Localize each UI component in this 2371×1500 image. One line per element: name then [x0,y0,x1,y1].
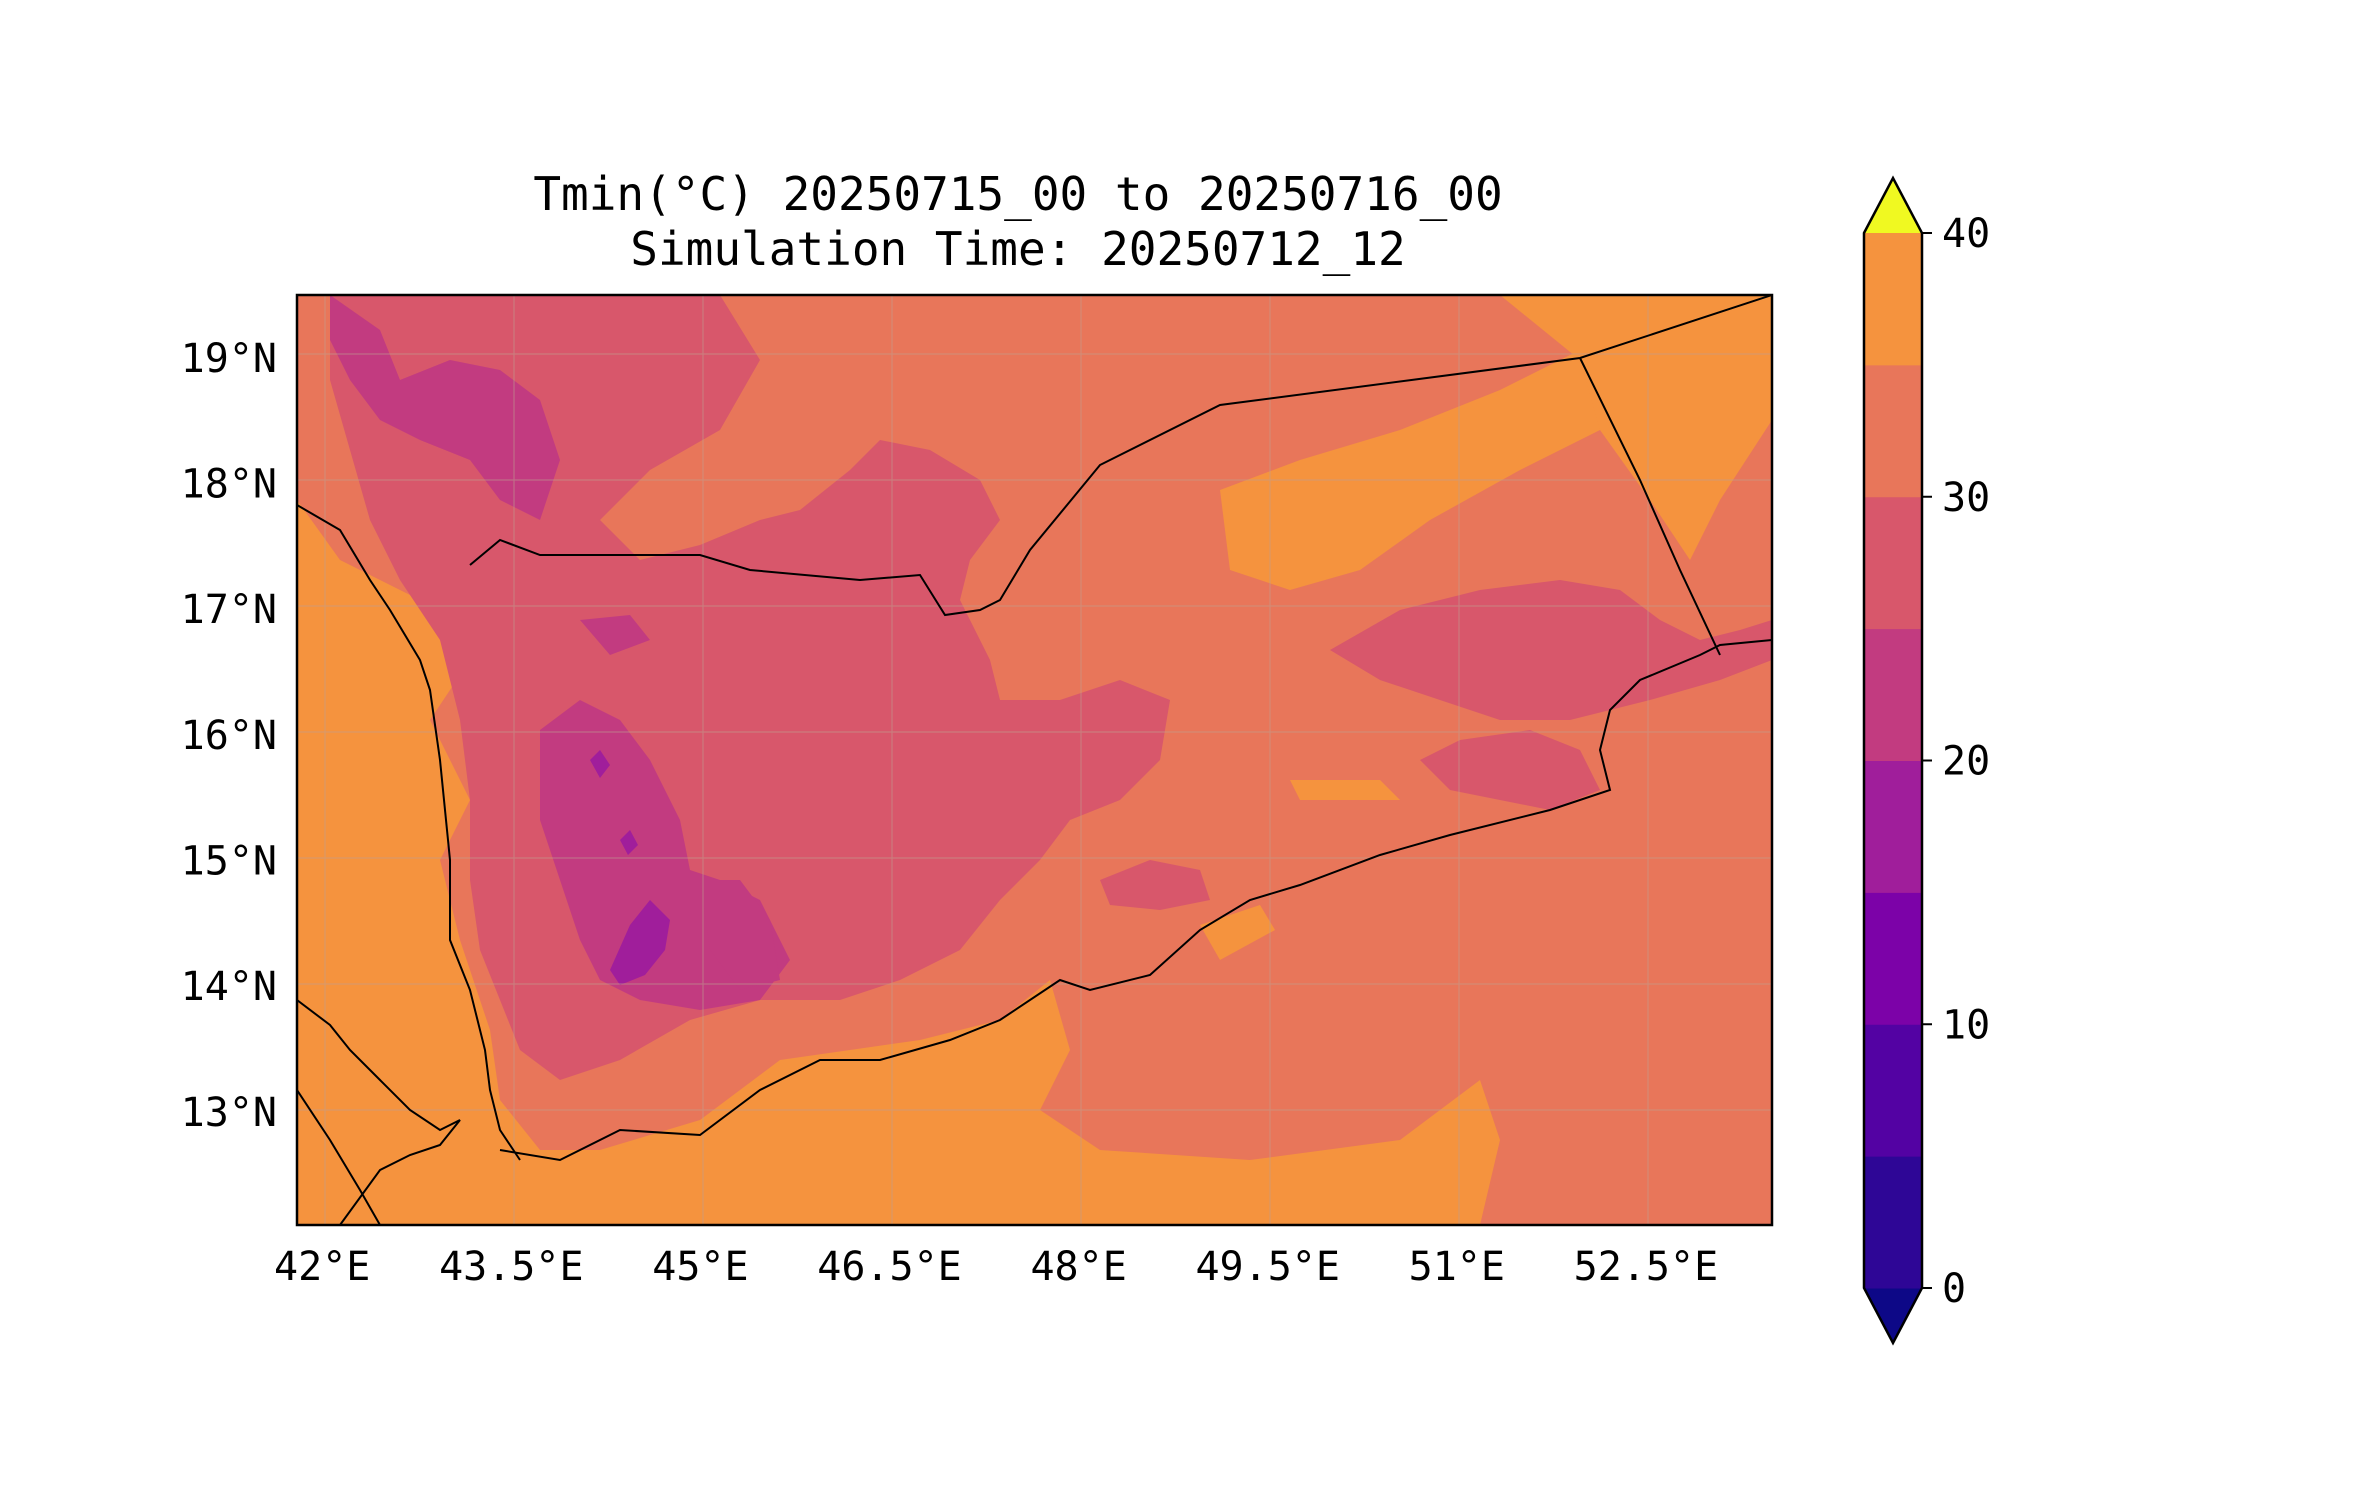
colorbar-band [1864,892,1922,1025]
colorbar-band [1864,760,1922,893]
colorbar-band [1864,233,1922,366]
colorbar-band [1864,1156,1922,1289]
lat-tick-label: 19°N [181,336,277,382]
lon-tick-label: 48°E [1030,1244,1126,1290]
lon-tick-label: 46.5°E [817,1244,962,1290]
lon-tick-label: 49.5°E [1195,1244,1340,1290]
border-saudi-yemen [469,295,1772,617]
colorbar-band [1864,1024,1922,1157]
colorbar-tick-label: 40 [1942,211,1990,257]
lat-tick-label: 13°N [181,1090,277,1136]
lat-tick-label: 15°N [181,839,277,885]
colorbar-band [1864,496,1922,630]
colorbar-band [1864,628,1922,761]
colorbar-tick-label: 30 [1942,475,1990,521]
colorbar: 0 10 20 30 40 [1862,175,1990,1346]
colorbar-tick-label: 20 [1942,739,1990,785]
coastline-red-sea-east [297,504,521,1161]
colorbar-tick-label: 10 [1942,1002,1990,1048]
coastline-gulf-of-aden [499,639,1772,1162]
border-oman-yemen [1579,357,1721,656]
title-line-1: Tmin(°C) 20250715_00 to 20250716_00 [533,167,1502,221]
lat-tick-label: 17°N [181,587,277,633]
temperature-field-15-20 [330,295,790,1010]
lat-tick-label: 16°N [181,713,277,759]
colorbar-extend-max [1864,178,1922,233]
longitude-tick-labels: 42°E 43.5°E 45°E 46.5°E 48°E 49.5°E 51°E 52.5°E [274,1244,1718,1290]
gridlines [297,295,1772,1225]
colorbar-band [1864,364,1922,498]
lat-tick-label: 18°N [181,462,277,508]
lon-tick-label: 42°E [274,1244,370,1290]
lon-tick-label: 45°E [652,1244,748,1290]
coastline-africa-south [297,1089,381,1225]
map-panel [297,295,1772,1225]
map-frame [295,293,1774,1227]
latitude-tick-labels: 13°N 14°N 15°N 16°N 17°N 18°N 19°N [181,336,277,1136]
lon-tick-label: 51°E [1409,1244,1505,1290]
lat-tick-label: 14°N [181,964,277,1010]
title-line-2: Simulation Time: 20250712_12 [630,222,1405,276]
temperature-field-10-15 [590,750,670,985]
colorbar-extend-min [1864,1288,1922,1343]
lon-tick-label: 52.5°E [1574,1244,1719,1290]
coastline-africa [297,999,461,1225]
lon-tick-label: 43.5°E [439,1244,584,1290]
colorbar-tick-label: 0 [1942,1266,1966,1312]
coastlines-and-borders [297,295,1772,1225]
